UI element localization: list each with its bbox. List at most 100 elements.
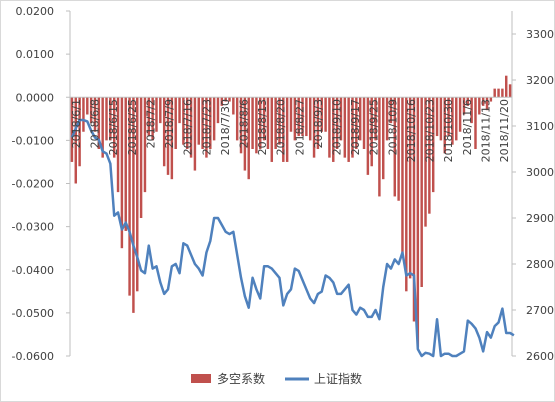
bar — [351, 97, 354, 158]
legend-label-line: 上证指数 — [314, 371, 362, 386]
bar — [408, 97, 412, 279]
x-tick-label: 2018/8/6 — [237, 99, 250, 148]
bar — [247, 97, 250, 180]
x-tick-label: 2018/9/3 — [312, 99, 325, 148]
right-tick-label: 3200 — [526, 74, 554, 87]
bar — [151, 97, 154, 141]
bar — [382, 97, 385, 180]
bar — [332, 97, 335, 162]
bar — [132, 97, 135, 313]
bar — [316, 97, 320, 149]
right-tick-label: 3100 — [526, 120, 554, 133]
bar — [305, 97, 308, 137]
x-tick-label: 2018/7/23 — [200, 99, 213, 155]
bar — [97, 97, 101, 149]
x-tick-label: 2018/6/15 — [107, 99, 120, 155]
bar — [501, 88, 504, 98]
bar — [120, 97, 124, 249]
bar — [228, 97, 231, 102]
bar — [505, 75, 508, 98]
axes-group: 0.0200 0.0100 0.0000 -0.0100 -0.0200 -0.0300 -… — [12, 5, 554, 363]
bar — [416, 97, 420, 348]
bar — [412, 97, 416, 322]
bar — [312, 97, 316, 158]
x-tick-label: 2018/9/17 — [349, 99, 362, 155]
bar — [462, 97, 466, 115]
bar — [401, 97, 404, 253]
bar — [166, 97, 170, 175]
left-tick-label: -0.0300 — [12, 221, 54, 234]
right-tick-label: 2600 — [526, 350, 554, 363]
x-tick-label: 2018/7/9 — [163, 99, 176, 148]
x-tick-labels-group: 2018/6/1 2018/6/8 2018/6/15 2018/6/25 2018/7… — [70, 99, 511, 162]
bar — [128, 97, 131, 296]
x-tick-label: 2018/6/8 — [89, 99, 102, 148]
bar — [174, 97, 177, 149]
bar — [116, 97, 120, 193]
bar — [478, 97, 481, 115]
bar — [455, 97, 458, 141]
bar — [447, 97, 450, 137]
bar — [186, 97, 189, 149]
bar — [328, 97, 331, 158]
bar — [443, 97, 446, 154]
right-tick-label: 3300 — [526, 28, 554, 41]
right-tick-label: 2700 — [526, 304, 554, 317]
bar — [308, 97, 312, 141]
bar — [335, 97, 339, 149]
bar — [147, 97, 151, 137]
bar — [489, 97, 493, 102]
bar — [508, 84, 512, 98]
bar — [74, 97, 77, 184]
bar — [189, 97, 193, 158]
right-tick-label: 3000 — [526, 166, 554, 179]
bar — [262, 97, 266, 141]
bar — [124, 97, 127, 231]
bar — [466, 97, 470, 106]
x-tick-label: 2018/10/23 — [424, 99, 437, 162]
bar — [86, 97, 89, 115]
bar — [209, 97, 212, 149]
bar — [374, 97, 377, 141]
bar — [93, 97, 97, 132]
bar — [366, 97, 370, 175]
bar — [278, 97, 281, 145]
bar — [282, 97, 285, 162]
x-tick-label: 2018/9/25 — [368, 99, 381, 155]
bar — [78, 97, 81, 167]
bar — [355, 97, 358, 149]
x-tick-label: 2018/10/16 — [405, 99, 418, 162]
x-tick-label: 2018/11/6 — [461, 99, 474, 155]
left-tick-label: -0.0100 — [12, 134, 54, 147]
bar-series-group — [70, 75, 512, 348]
bar — [485, 97, 489, 111]
x-tick-label: 2018/10/30 — [442, 99, 455, 162]
x-tick-label: 2018/10/9 — [386, 99, 399, 155]
bar — [159, 97, 162, 124]
bar — [274, 97, 277, 149]
legend-swatch-bar — [191, 374, 211, 383]
bar — [420, 97, 423, 287]
bar — [105, 97, 108, 141]
bar — [70, 97, 74, 162]
bar — [193, 97, 197, 171]
bar — [270, 97, 274, 162]
bar — [339, 97, 343, 141]
bar — [162, 97, 166, 167]
bar — [220, 97, 224, 106]
right-tick-label: 2800 — [526, 258, 554, 271]
bar — [235, 97, 239, 141]
bar — [201, 97, 204, 149]
left-tick-label: 0.0100 — [16, 48, 55, 61]
bar — [259, 97, 262, 149]
x-tick-label: 2018/9/10 — [331, 99, 344, 155]
bar — [178, 97, 181, 124]
x-tick-label: 2018/7/16 — [182, 99, 195, 155]
legend: 多空系数 上证指数 — [191, 371, 362, 386]
bar — [431, 97, 435, 193]
x-tick-label: 2018/6/25 — [126, 99, 139, 155]
bar — [255, 97, 258, 154]
bar — [481, 97, 485, 106]
x-tick-label: 2018/7/30 — [219, 99, 232, 155]
left-tick-label: -0.0400 — [12, 264, 54, 277]
